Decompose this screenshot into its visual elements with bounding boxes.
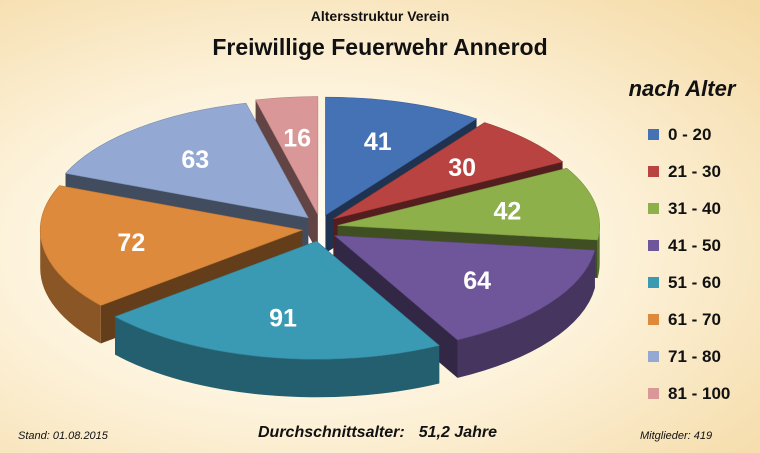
slice-61-70 xyxy=(39,185,304,306)
average-age: Durchschnittsalter: 51,2 Jahre xyxy=(258,424,497,442)
legend-item-51-60: 51 - 60 xyxy=(648,264,730,301)
legend-item-41-50: 41 - 50 xyxy=(648,227,730,264)
data-label-51-60: 91 xyxy=(269,305,297,333)
slice-0-20 xyxy=(325,96,478,216)
legend-item-0-20: 0 - 20 xyxy=(648,116,730,153)
legend-swatch xyxy=(648,351,659,362)
legend-label: 61 - 70 xyxy=(668,309,721,329)
slice-21-30 xyxy=(333,122,564,220)
legend-swatch xyxy=(648,240,659,251)
data-label-31-40: 42 xyxy=(494,198,522,226)
legend-label: 81 - 100 xyxy=(668,383,731,403)
slice-81-100 xyxy=(255,96,319,215)
data-label-71-80: 63 xyxy=(181,146,209,174)
legend-item-71-80: 71 - 80 xyxy=(648,338,730,375)
slice-side-61-70 xyxy=(40,230,101,344)
legend-swatch xyxy=(648,277,659,288)
chart-legend: 0 - 20 21 - 30 31 - 40 41 - 50 51 - 60 61 - 7… xyxy=(648,116,730,412)
legend-item-31-40: 31 - 40 xyxy=(648,190,730,227)
chart-subtitle: Altersstruktur Verein xyxy=(310,8,450,24)
legend-label: 21 - 30 xyxy=(668,161,721,181)
legend-swatch xyxy=(648,314,659,325)
average-age-value: 51,2 Jahre xyxy=(418,424,497,441)
data-label-61-70: 72 xyxy=(117,229,145,257)
legend-item-61-70: 61 - 70 xyxy=(648,301,730,338)
legend-swatch xyxy=(648,129,659,140)
legend-label: 41 - 50 xyxy=(668,235,721,255)
data-label-81-100: 16 xyxy=(283,124,311,152)
legend-item-81-100: 81 - 100 xyxy=(648,375,730,412)
slice-71-80 xyxy=(64,102,309,219)
legend-swatch xyxy=(648,203,659,214)
average-age-label: Durchschnittsalter: xyxy=(258,424,405,441)
data-label-0-20: 41 xyxy=(364,128,392,156)
chart-title: Freiwillige Feuerwehr Annerod xyxy=(212,34,548,60)
member-count: Mitglieder: 419 xyxy=(640,430,713,442)
slice-side-51-60 xyxy=(115,316,440,398)
data-label-41-50: 64 xyxy=(463,267,491,295)
legend-label: 0 - 20 xyxy=(668,124,712,144)
legend-swatch xyxy=(648,388,659,399)
slice-51-60 xyxy=(114,240,440,360)
legend-title: nach Alter xyxy=(628,76,736,101)
slice-side-41-50 xyxy=(457,250,595,378)
stand-date: Stand: 01.08.2015 xyxy=(18,430,108,442)
legend-label: 31 - 40 xyxy=(668,198,721,218)
legend-swatch xyxy=(648,166,659,177)
data-label-21-30: 30 xyxy=(448,154,476,182)
legend-item-21-30: 21 - 30 xyxy=(648,153,730,190)
slice-41-50 xyxy=(333,235,596,341)
legend-label: 51 - 60 xyxy=(668,272,721,292)
legend-label: 71 - 80 xyxy=(668,346,721,366)
slice-31-40 xyxy=(337,167,600,241)
